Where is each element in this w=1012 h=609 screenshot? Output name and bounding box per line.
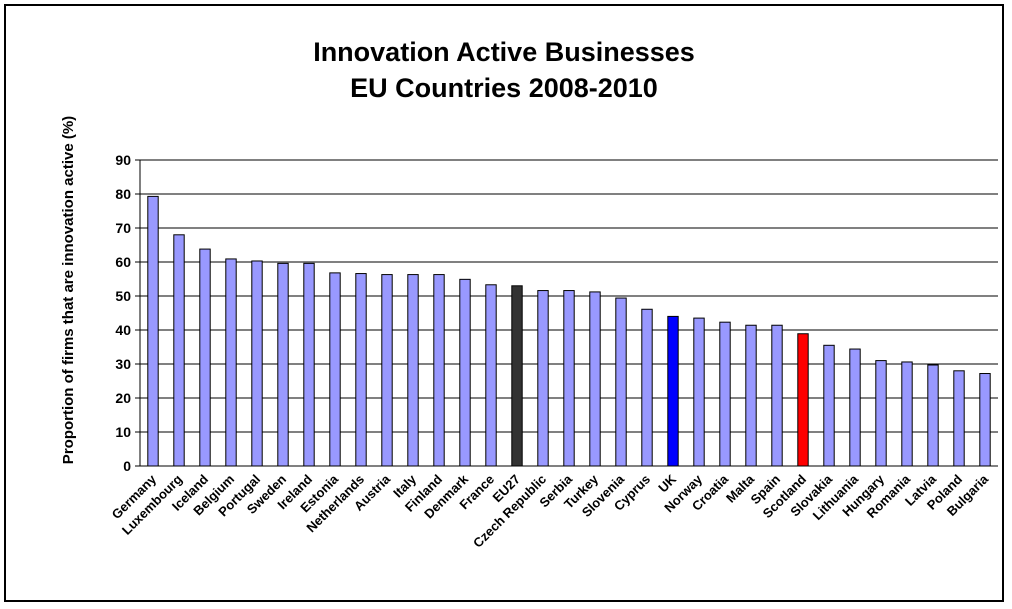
bar-spain xyxy=(771,324,783,467)
bar-denmark xyxy=(459,278,471,467)
x-axis-ticks: GermanyLuxembourgIcelandBelgiumPortugalS… xyxy=(109,471,992,551)
bar-belgium xyxy=(225,258,237,467)
chart-frame: Innovation Active Businesses EU Countrie… xyxy=(4,4,1004,602)
bar-serbia xyxy=(563,290,575,467)
bar-austria xyxy=(381,274,393,467)
bar-czech-republic xyxy=(537,290,549,467)
chart-title: Innovation Active Businesses xyxy=(313,37,695,67)
bar-scotland xyxy=(797,333,809,467)
bar-cyprus xyxy=(641,308,653,467)
bar-croatia xyxy=(719,321,731,467)
y-tick-label: 70 xyxy=(115,220,131,236)
bars xyxy=(147,195,991,467)
bar-uk xyxy=(667,315,679,467)
y-tick-label: 20 xyxy=(115,390,131,406)
y-tick-label: 0 xyxy=(123,458,131,474)
y-tick-label: 30 xyxy=(115,356,131,372)
bar-germany xyxy=(147,195,159,467)
bar-latvia xyxy=(927,364,939,467)
bar-italy xyxy=(407,274,419,467)
y-tick-label: 50 xyxy=(115,288,131,304)
bar-iceland xyxy=(199,248,211,467)
bar-finland xyxy=(433,274,445,467)
y-axis-ticks: 0 10 20 30 40 50 60 70 80 90 xyxy=(115,152,140,474)
bar-slovenia xyxy=(615,297,627,467)
y-axis-label: Proportion of firms that are innovation … xyxy=(60,116,77,464)
y-tick-label: 10 xyxy=(115,424,131,440)
bar-malta xyxy=(745,324,757,467)
bar-netherlands xyxy=(355,273,367,467)
bar-lithuania xyxy=(849,348,861,467)
bar-romania xyxy=(901,361,913,467)
bar-ireland xyxy=(303,262,315,467)
bar-hungary xyxy=(875,360,887,467)
bar-estonia xyxy=(329,272,341,467)
y-tick-label: 60 xyxy=(115,254,131,270)
bar-portugal xyxy=(251,260,263,467)
y-tick-label: 40 xyxy=(115,322,131,338)
chart-subtitle: EU Countries 2008-2010 xyxy=(350,73,658,103)
bar-turkey xyxy=(589,291,601,467)
bar-norway xyxy=(693,317,705,467)
bar-luxembourg xyxy=(173,234,185,467)
bar-bulgaria xyxy=(979,373,991,467)
bar-eu27 xyxy=(511,285,523,467)
bar-sweden xyxy=(277,262,289,467)
bar-france xyxy=(485,284,497,467)
y-tick-label: 80 xyxy=(115,186,131,202)
bar-slovakia xyxy=(823,344,835,467)
bar-poland xyxy=(953,370,965,467)
y-tick-label: 90 xyxy=(115,152,131,168)
